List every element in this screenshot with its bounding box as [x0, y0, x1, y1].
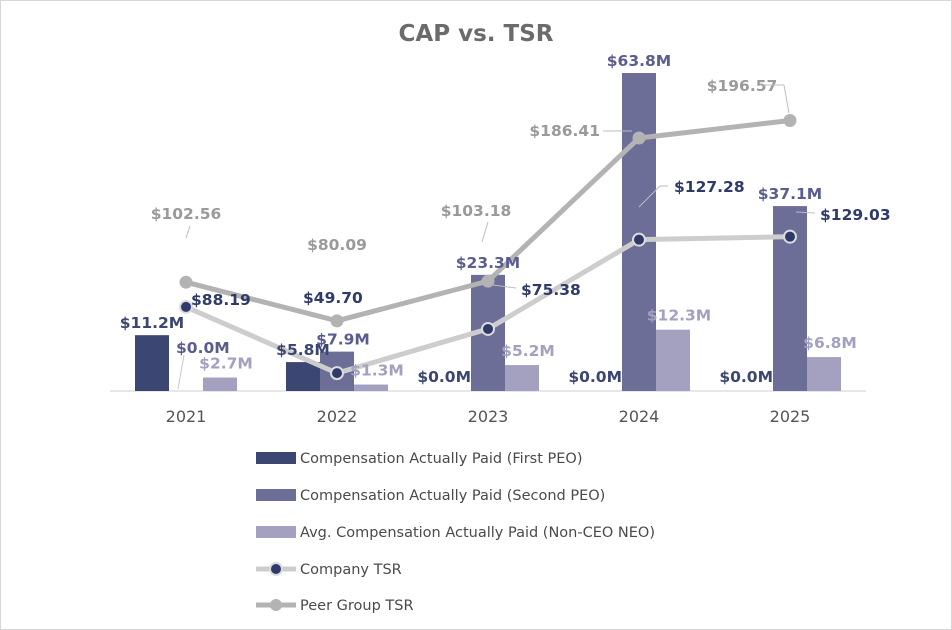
chart-title: CAP vs. TSR: [399, 21, 554, 47]
company-tsr-label-2021: $88.19: [191, 291, 251, 309]
company-tsr-point-2021: [179, 299, 193, 314]
bar-2022-3: [354, 384, 388, 391]
bar-label-2024-1: $0.0M: [568, 368, 622, 386]
legend: Compensation Actually Paid (First PEO) Co…: [256, 451, 655, 614]
company-tsr-point-2024: [632, 232, 646, 247]
leader-line-5: [638, 185, 661, 208]
legend-label-4: Company TSR: [300, 562, 402, 578]
company-tsr-point-2022: [330, 366, 344, 381]
peer-tsr-point-2023: [481, 274, 495, 288]
company-tsr-point-2023: [481, 321, 495, 336]
leader-line-0: [185, 225, 191, 239]
legend-swatch-3: [256, 526, 296, 538]
bar-2024-2: [622, 73, 656, 391]
lines-group: [179, 113, 797, 381]
company-tsr-label-2025: $129.03: [820, 206, 891, 224]
bar-2022-1: [286, 362, 320, 391]
x-tick-2024: 2024: [619, 407, 660, 426]
x-tick-2021: 2021: [166, 407, 207, 426]
bar-2024-3: [656, 329, 690, 391]
peer-tsr-label-2021: $102.56: [151, 205, 222, 223]
bar-label-2024-3: $12.3M: [647, 307, 711, 325]
legend-label-1: Compensation Actually Paid (First PEO): [300, 451, 582, 467]
bar-label-2022-1: $5.8M: [276, 341, 330, 359]
company-tsr-label-2022: $49.70: [303, 289, 363, 307]
bar-label-2023-2: $23.3M: [456, 254, 520, 272]
peer-tsr-label-2022: $80.09: [307, 236, 367, 254]
peer-tsr-label-2023: $103.18: [441, 202, 512, 220]
bar-label-2021-1: $11.2M: [120, 314, 184, 332]
bar-2025-3: [807, 357, 841, 391]
legend-marker-4: [269, 562, 283, 576]
company-tsr-label-2024: $127.28: [674, 178, 745, 196]
bar-2021-1: [135, 335, 169, 391]
peer-tsr-point-2024: [632, 131, 646, 145]
bar-label-2022-3: $1.3M: [350, 362, 404, 380]
bar-2023-3: [505, 365, 539, 391]
x-tick-labels: 2021 2022 2023 2024 2025: [166, 407, 811, 426]
peer-tsr-label-2024: $186.41: [529, 122, 600, 140]
legend-swatch-1: [256, 452, 296, 464]
x-tick-2022: 2022: [317, 407, 358, 426]
company-tsr-label-2023: $75.38: [521, 281, 581, 299]
labels-group: $11.2M $5.8M $0.0M $0.0M $0.0M $0.0M $7.9M $23.…: [120, 52, 891, 390]
peer-tsr-label-2025: $196.57: [707, 77, 778, 95]
bar-label-2025-1: $0.0M: [719, 368, 773, 386]
company-tsr-point-2025: [783, 229, 797, 244]
x-tick-2025: 2025: [770, 407, 811, 426]
legend-swatch-2: [256, 489, 296, 501]
bar-label-2025-3: $6.8M: [803, 334, 857, 352]
leader-line-7: [795, 211, 816, 214]
leader-line-1: [481, 221, 489, 243]
legend-label-3: Avg. Compensation Actually Paid (Non-CEO…: [300, 525, 655, 541]
bar-label-2025-2: $37.1M: [758, 185, 822, 203]
bar-label-2021-2: $0.0M: [176, 339, 230, 357]
bar-label-2022-2: $7.9M: [316, 331, 370, 349]
leader-line-4: [783, 84, 790, 114]
label-leader-line: [177, 354, 185, 390]
legend-label-2: Compensation Actually Paid (Second PEO): [300, 488, 605, 504]
peer-tsr-point-2022: [330, 314, 344, 328]
bars-group: [135, 73, 841, 391]
leader-line-8: [492, 284, 517, 289]
x-tick-2023: 2023: [468, 407, 509, 426]
bar-label-2021-3: $2.7M: [199, 355, 253, 373]
peer-tsr-point-2021: [179, 275, 193, 289]
bar-label-2023-3: $5.2M: [501, 342, 555, 360]
bar-label-2024-2: $63.8M: [607, 52, 671, 70]
peer-tsr-point-2025: [783, 113, 797, 127]
legend-marker-5: [270, 599, 282, 611]
bar-label-2023-1: $0.0M: [417, 368, 471, 386]
legend-label-5: Peer Group TSR: [300, 598, 414, 614]
bar-2021-3: [203, 377, 237, 391]
